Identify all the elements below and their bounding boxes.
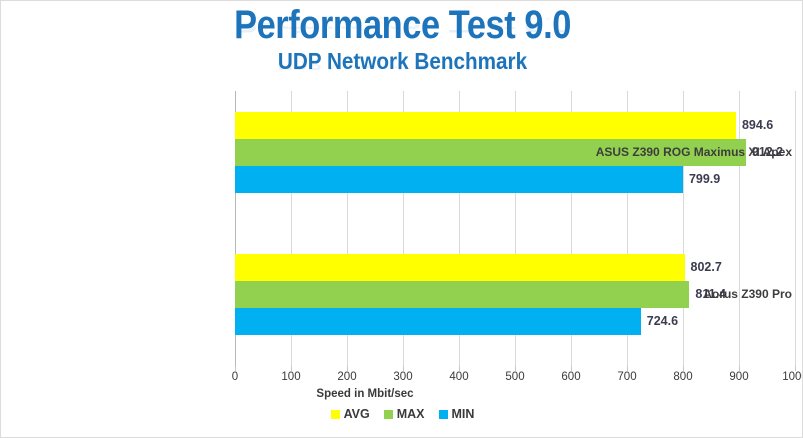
x-tick-mark	[515, 366, 516, 371]
x-tick-label: 500	[505, 371, 525, 383]
x-tick-label: 700	[617, 371, 637, 383]
bar-avg	[235, 254, 685, 281]
x-tick-label: 100	[281, 371, 301, 383]
chart-legend: AVG MAX MIN	[1, 407, 802, 421]
x-tick-mark	[739, 366, 740, 371]
gridline	[795, 91, 796, 366]
legend-swatch-icon	[330, 409, 340, 419]
legend-label: AVG	[343, 407, 370, 421]
category-label: Aorus Z390 Pro	[703, 286, 792, 301]
gridline	[459, 91, 460, 366]
gridline	[739, 91, 740, 366]
category-label: ASUS Z390 ROG Maximus XI Apex	[595, 144, 792, 159]
x-tick-mark	[795, 366, 796, 371]
x-tick-mark	[571, 366, 572, 371]
gridline	[291, 91, 292, 366]
legend-label: MAX	[396, 407, 425, 421]
bar-value-label: 802.7	[690, 260, 722, 274]
x-tick-label: 0	[231, 371, 239, 383]
x-tick-label: 800	[673, 371, 693, 383]
x-axis-title: Speed in Mbit/sec	[316, 388, 414, 400]
bar-value-label: 912.2	[751, 145, 784, 159]
legend-entry-max[interactable]: MAX	[383, 407, 425, 421]
gridline	[403, 91, 404, 366]
x-tick-label: 900	[729, 371, 749, 383]
gridline	[683, 91, 684, 366]
legend-swatch-icon	[383, 409, 393, 419]
bar-value-label: 811.4	[695, 287, 726, 301]
legend-swatch-icon	[438, 409, 448, 419]
bar-min	[235, 166, 683, 193]
bar-avg	[235, 112, 736, 139]
bar-value-label: 894.6	[741, 118, 774, 132]
x-tick-mark	[291, 366, 292, 371]
bar-max	[235, 281, 690, 308]
gridline	[571, 91, 572, 366]
legend-entry-min[interactable]: MIN	[438, 407, 475, 421]
x-tick-mark	[235, 366, 236, 371]
chart-title-block: Performance Test 9.0 Performance Test 9.…	[1, 1, 802, 89]
x-tick-mark	[627, 366, 628, 371]
legend-entry-avg[interactable]: AVG	[330, 407, 370, 421]
legend-label: MIN	[451, 407, 475, 421]
x-tick-mark	[347, 366, 348, 371]
chart-plot-area: 894.6 912.2 799.9 802.7 811.4 724.6	[235, 91, 795, 366]
gridline	[347, 91, 348, 366]
x-tick-mark	[459, 366, 460, 371]
bar-value-label: 799.9	[688, 172, 721, 186]
x-tick-label: 400	[449, 371, 469, 383]
x-tick-mark	[683, 366, 684, 371]
gridline	[627, 91, 628, 366]
x-tick-label: 200	[337, 371, 357, 383]
bar-min	[235, 308, 641, 335]
x-tick-mark	[403, 366, 404, 371]
x-tick-label: 1000	[782, 371, 802, 383]
gridline	[515, 91, 516, 366]
bar-max	[235, 139, 746, 166]
x-tick-label: 600	[561, 371, 581, 383]
y-axis-line	[235, 91, 236, 366]
bar-value-label: 724.6	[646, 314, 679, 328]
page-subtitle: UDP Network Benchmark	[277, 48, 528, 74]
x-tick-label: 300	[393, 371, 413, 383]
page-title: Performance Test 9.0	[234, 3, 571, 47]
